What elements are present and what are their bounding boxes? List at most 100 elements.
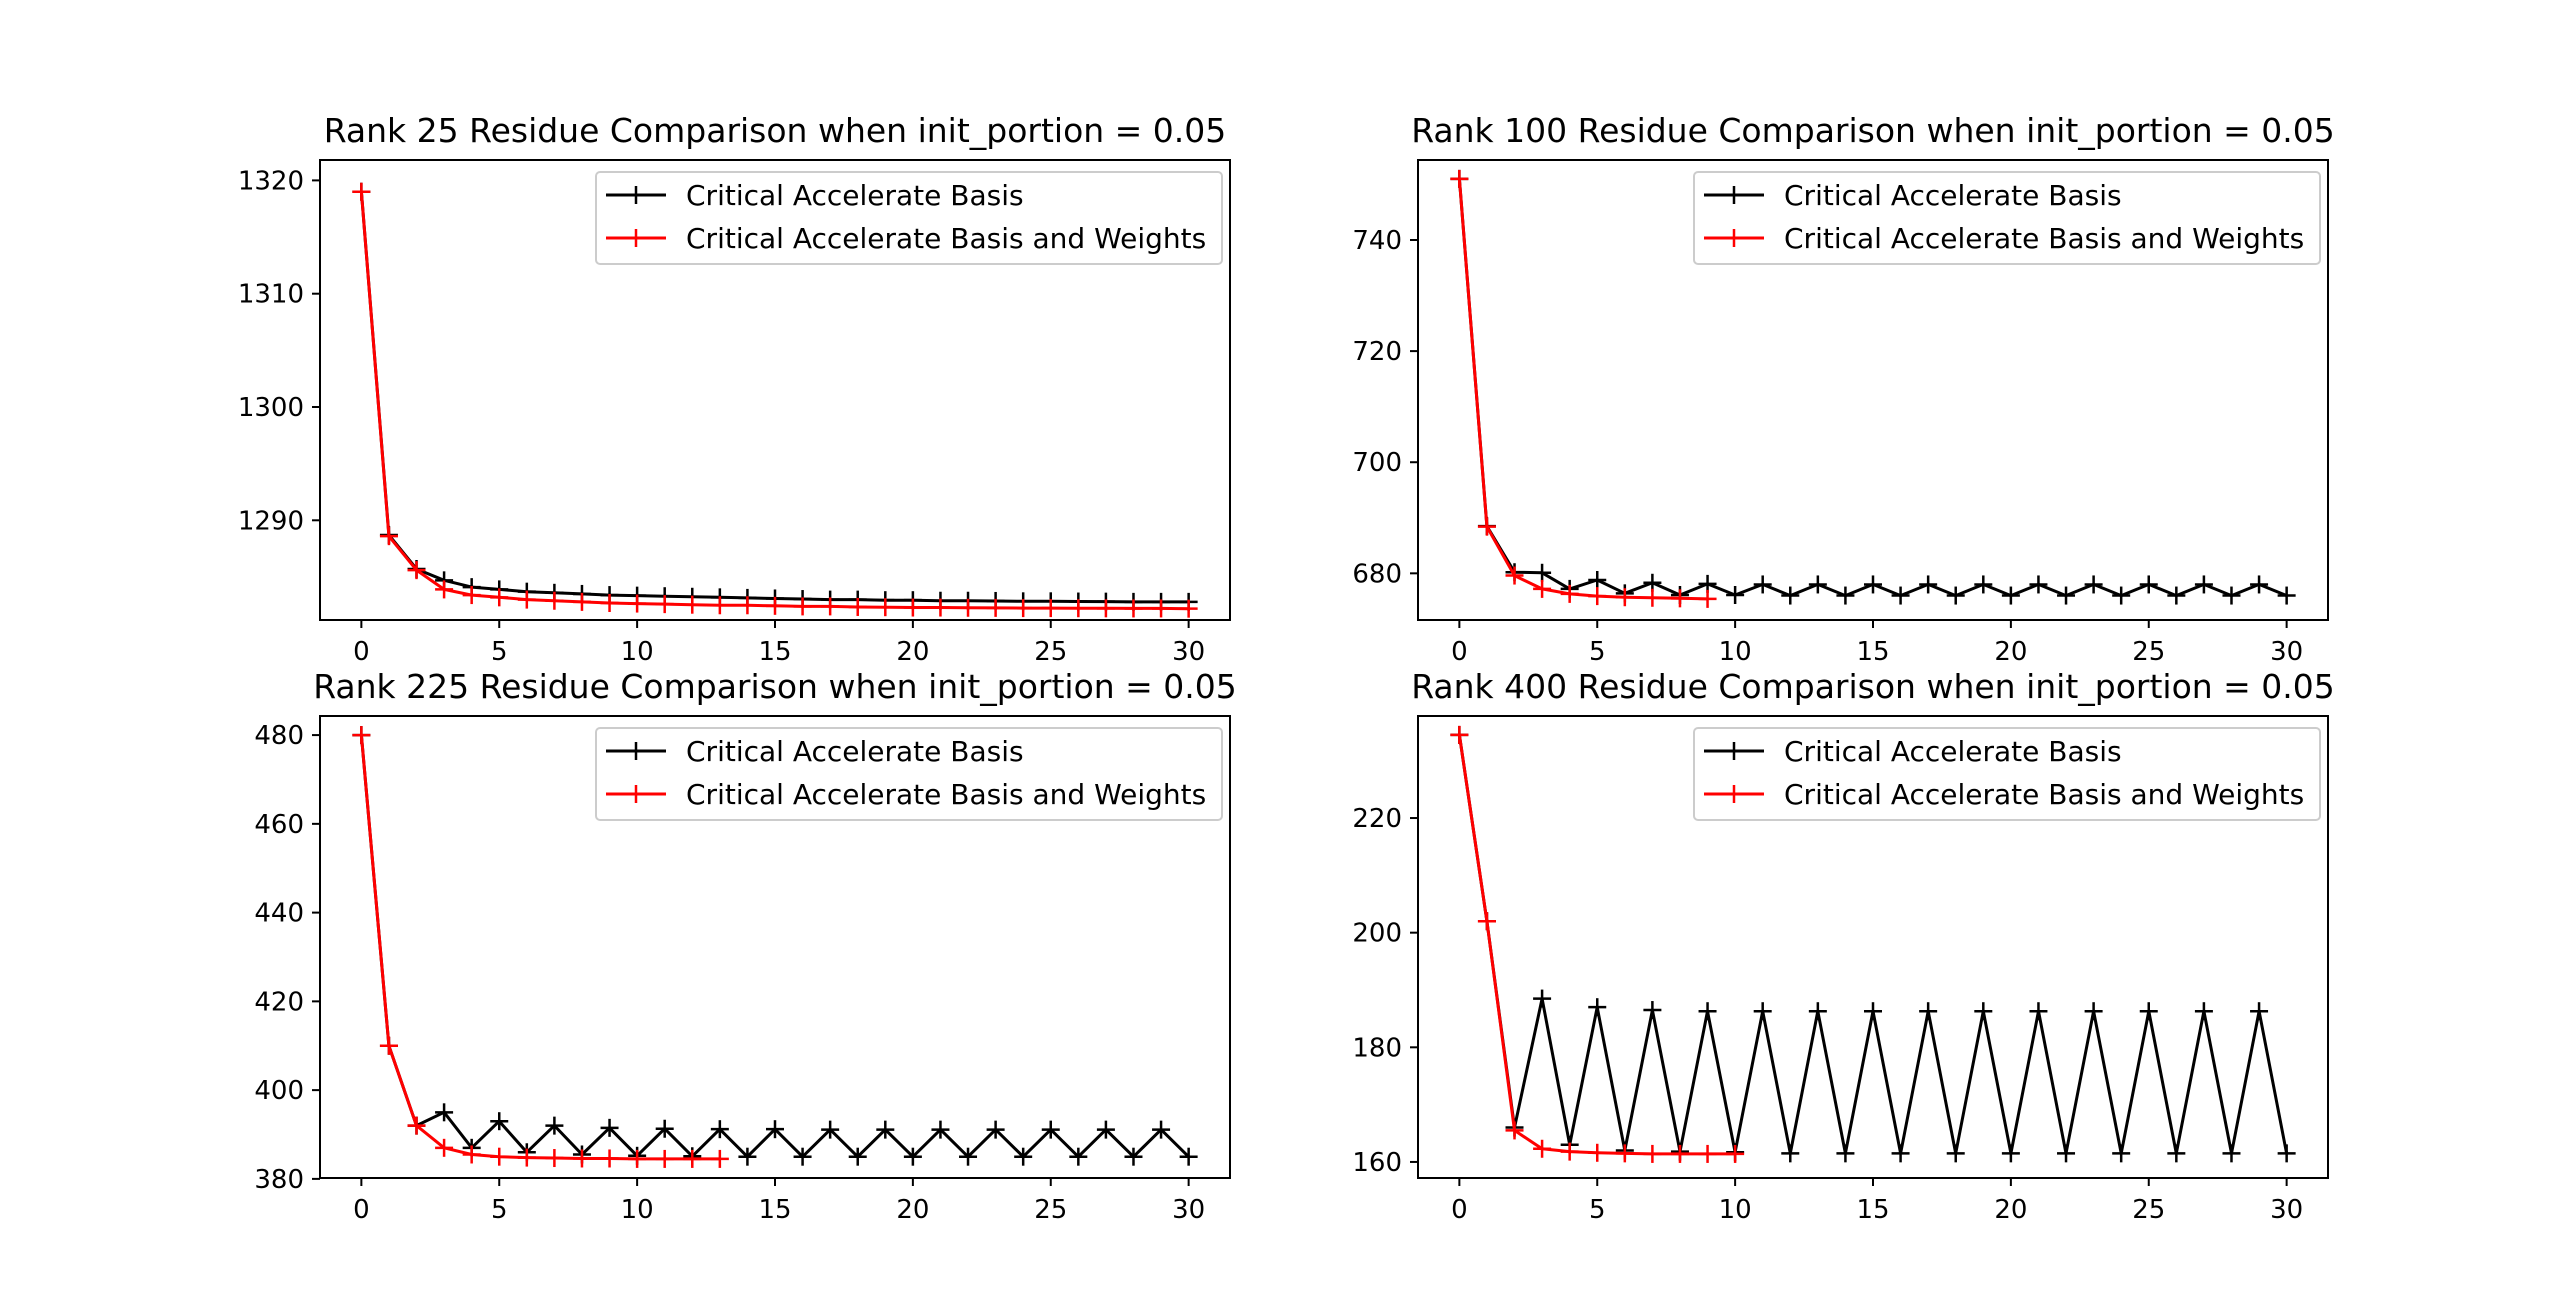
- x-tick-label: 25: [1034, 1195, 1067, 1225]
- data-point: [1698, 1144, 1717, 1163]
- data-point: [1643, 1144, 1662, 1163]
- data-point: [2057, 1144, 2076, 1163]
- data-point: [1124, 599, 1143, 618]
- data-point: [1615, 1144, 1634, 1163]
- x-tick-label: 5: [1589, 1195, 1606, 1225]
- data-point: [1505, 1121, 1524, 1140]
- subplot-title: Rank 25 Residue Comparison when init_por…: [324, 111, 1227, 150]
- y-tick-label: 740: [1352, 226, 1402, 256]
- plot-area: 0 5 10 15 20 25 30 1290 1300 1310 1320: [238, 159, 1231, 667]
- data-point: [2112, 586, 2131, 605]
- data-point: [1836, 1144, 1855, 1163]
- data-point: [2029, 1002, 2048, 1021]
- data-point: [1041, 599, 1060, 618]
- legend-frame: [1693, 727, 2321, 821]
- data-point: [1726, 1144, 1745, 1163]
- data-point: [1643, 588, 1662, 607]
- y-tick-label: 1290: [238, 506, 304, 536]
- y-tick-label: 380: [254, 1165, 304, 1195]
- y-tick-label: 680: [1352, 559, 1402, 589]
- data-point: [986, 598, 1005, 617]
- data-point: [435, 1103, 454, 1122]
- data-point: [738, 1147, 757, 1166]
- y-tick-label: 1320: [238, 166, 304, 196]
- data-point: [1477, 912, 1496, 931]
- legend: Critical Accelerate Basis Critical Accel…: [595, 171, 1223, 265]
- data-point: [2194, 575, 2213, 594]
- x-tick-label: 20: [896, 637, 929, 667]
- data-point: [407, 561, 426, 580]
- data-point: [1560, 584, 1579, 603]
- x-tick-label: 15: [1856, 637, 1889, 667]
- data-point: [462, 1145, 481, 1164]
- data-point: [2084, 1002, 2103, 1021]
- series-basis: [352, 726, 1198, 1166]
- data-point: [407, 1116, 426, 1135]
- data-point: [435, 1138, 454, 1157]
- data-point: [1152, 1120, 1171, 1139]
- data-point: [876, 1120, 895, 1139]
- y-tick-label: 180: [1352, 1033, 1402, 1063]
- data-point: [1588, 571, 1607, 589]
- data-point: [1041, 1120, 1060, 1139]
- data-point: [683, 595, 702, 614]
- data-point: [1588, 587, 1607, 606]
- x-tick-label: 20: [1994, 637, 2027, 667]
- data-point: [903, 1147, 922, 1166]
- data-point: [545, 591, 564, 610]
- data-point: [600, 1149, 619, 1168]
- data-point: [1124, 1147, 1143, 1166]
- data-point: [986, 1120, 1005, 1139]
- series-layer: [352, 726, 1198, 1168]
- data-point: [379, 527, 398, 546]
- x-tick-label: 25: [1034, 637, 1067, 667]
- data-point: [1891, 1144, 1910, 1163]
- data-point: [848, 1147, 867, 1166]
- data-point: [1505, 566, 1524, 585]
- data-point: [1096, 1120, 1115, 1139]
- y-tick-label: 200: [1352, 919, 1402, 949]
- data-point: [1643, 1001, 1662, 1020]
- data-point: [959, 598, 978, 617]
- data-point: [876, 598, 895, 617]
- data-point: [1533, 563, 1552, 582]
- data-point: [379, 1036, 398, 1055]
- x-tick-label: 30: [1172, 1195, 1205, 1225]
- x-tick-label: 15: [758, 637, 791, 667]
- data-point: [2250, 575, 2269, 594]
- x-tick-label: 10: [621, 637, 654, 667]
- data-point: [1179, 1147, 1198, 1166]
- data-point: [1615, 588, 1634, 607]
- data-point: [628, 594, 647, 613]
- data-point: [2222, 586, 2241, 605]
- data-point: [2139, 575, 2158, 594]
- legend-label: Critical Accelerate Basis and Weights: [1784, 778, 2304, 811]
- data-point: [1974, 575, 1993, 594]
- data-point: [1096, 599, 1115, 618]
- legend: Critical Accelerate Basis Critical Accel…: [595, 727, 1223, 821]
- subplot-rank-100: Rank 100 Residue Comparison when init_po…: [1352, 111, 2334, 667]
- legend-label: Critical Accelerate Basis: [686, 735, 1024, 768]
- x-tick-label: 30: [2270, 1195, 2303, 1225]
- data-point: [710, 596, 729, 615]
- legend-handle-marker: [627, 186, 645, 204]
- data-point: [1753, 1002, 1772, 1021]
- series-basis-and-weights: [1450, 725, 1745, 1163]
- y-tick-label: 460: [254, 810, 304, 840]
- x-tick-label: 10: [621, 1195, 654, 1225]
- y-tick-label: 400: [254, 1076, 304, 1106]
- legend-label: Critical Accelerate Basis and Weights: [686, 222, 1206, 255]
- data-point: [1698, 589, 1717, 608]
- data-point: [683, 1149, 702, 1168]
- data-point: [1670, 589, 1689, 608]
- series-basis-and-weights: [352, 726, 729, 1168]
- data-point: [600, 594, 619, 613]
- legend-frame: [1693, 171, 2321, 265]
- series-line: [1457, 178, 1708, 601]
- data-point: [1781, 1144, 1800, 1163]
- data-point: [1808, 575, 1827, 594]
- subplot-title: Rank 100 Residue Comparison when init_po…: [1411, 111, 2335, 150]
- data-point: [517, 1148, 536, 1167]
- data-point: [2029, 575, 2048, 594]
